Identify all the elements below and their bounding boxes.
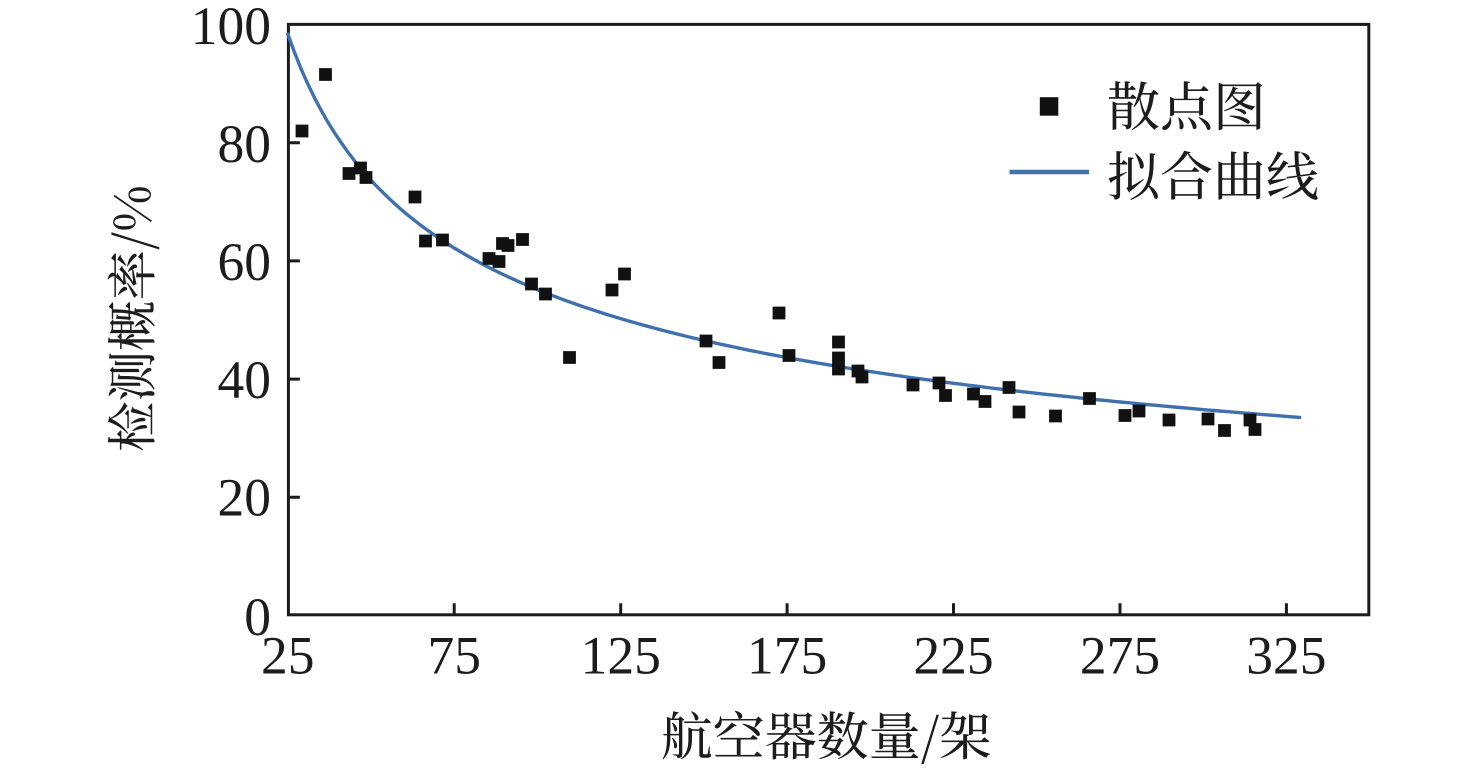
- svg-text:20: 20: [218, 468, 272, 528]
- svg-text:80: 80: [218, 114, 272, 174]
- svg-text:0: 0: [244, 587, 271, 647]
- svg-text:125: 125: [581, 626, 661, 686]
- svg-text:175: 175: [747, 626, 827, 686]
- svg-text:275: 275: [1080, 626, 1160, 686]
- svg-text:25: 25: [261, 626, 315, 686]
- svg-text:100: 100: [191, 0, 271, 56]
- svg-text:60: 60: [218, 232, 272, 292]
- svg-text:325: 325: [1246, 626, 1326, 686]
- svg-text:40: 40: [218, 350, 272, 410]
- svg-text:225: 225: [913, 626, 993, 686]
- svg-text:75: 75: [427, 626, 481, 686]
